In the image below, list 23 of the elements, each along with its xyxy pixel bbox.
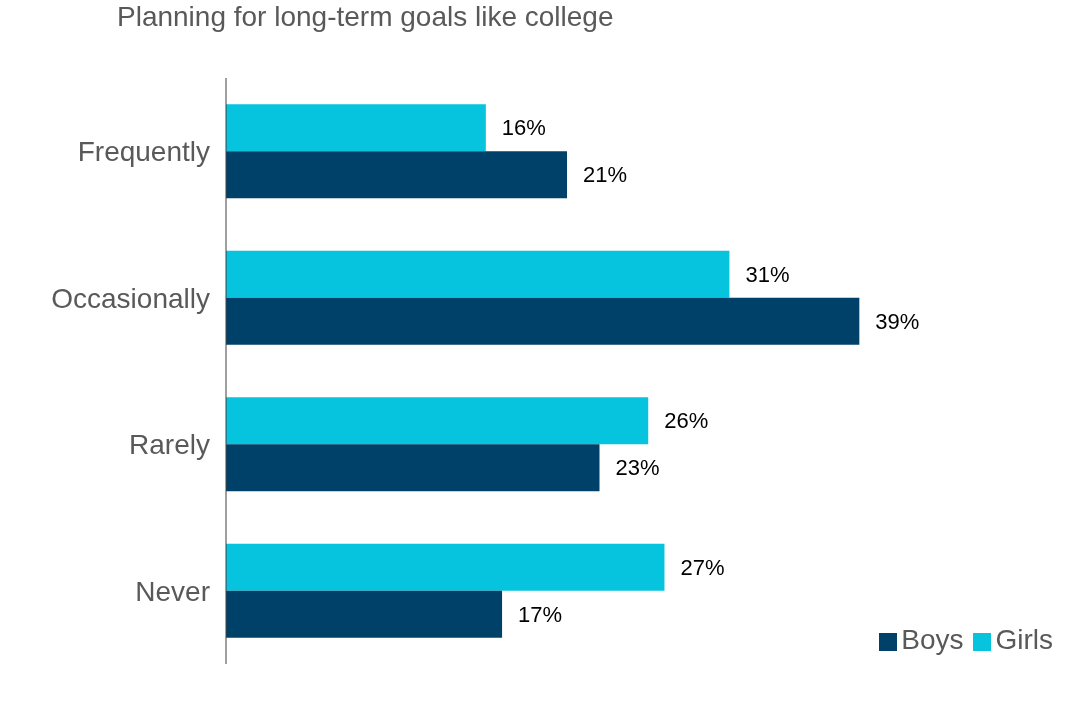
data-label: 26% [664,408,709,434]
legend-label: Boys [901,624,964,655]
bar [226,250,730,298]
data-label: 23% [615,455,660,481]
bar [226,543,665,591]
y-tick-label: Frequently [77,136,210,168]
bar [226,444,600,492]
y-tick-label: Rarely [129,429,210,461]
data-label: 17% [518,601,563,627]
chart-title: Planning for long-term goals like college [116,1,615,34]
legend-label: Girls [995,624,1053,655]
data-label: 39% [875,308,920,334]
data-label: 21% [583,162,628,188]
data-label: 31% [745,261,790,287]
data-label: 27% [680,554,725,580]
y-tick-label: Occasionally [51,282,210,314]
bar [226,151,568,199]
bar [226,104,486,152]
bar [226,590,503,638]
y-tick-label: Never [135,575,210,607]
data-label: 16% [501,115,546,141]
bar [226,297,860,345]
bar [226,397,649,445]
